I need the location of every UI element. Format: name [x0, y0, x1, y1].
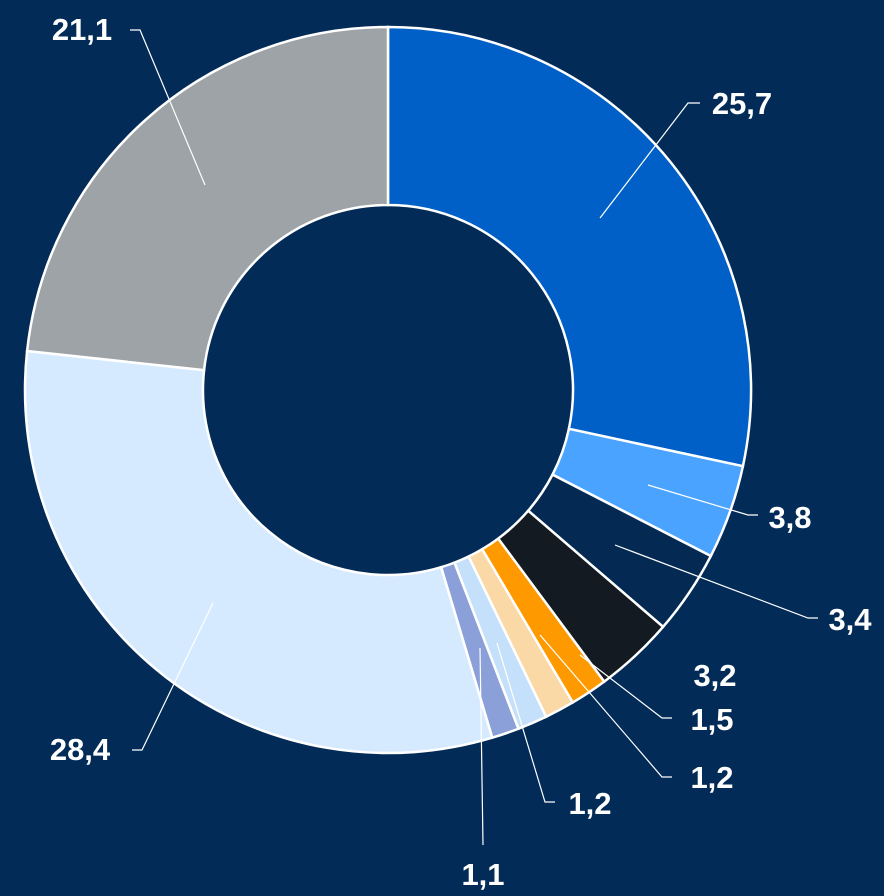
data-label: 1,1 — [461, 857, 504, 892]
leader-line — [496, 642, 555, 803]
data-label: 3,4 — [828, 602, 872, 637]
leader-line — [647, 484, 758, 516]
leader-line — [579, 654, 672, 719]
data-label: 21,1 — [52, 12, 112, 47]
donut-segment — [386, 25, 753, 468]
leader-line — [539, 634, 672, 778]
donut-segment — [23, 349, 494, 755]
data-label: 25,7 — [712, 86, 772, 121]
data-label: 3,2 — [693, 658, 736, 693]
leader-line — [132, 602, 214, 751]
leader-line — [614, 544, 818, 619]
leader-line — [130, 29, 206, 186]
data-label: 1,5 — [690, 702, 733, 737]
data-label: 3,8 — [768, 500, 811, 535]
leader-line — [479, 647, 484, 846]
data-label: 1,2 — [690, 760, 733, 795]
donut-segment — [25, 25, 390, 372]
leader-line — [599, 102, 700, 219]
data-label: 1,2 — [568, 786, 611, 821]
data-label: 28,4 — [50, 732, 111, 767]
